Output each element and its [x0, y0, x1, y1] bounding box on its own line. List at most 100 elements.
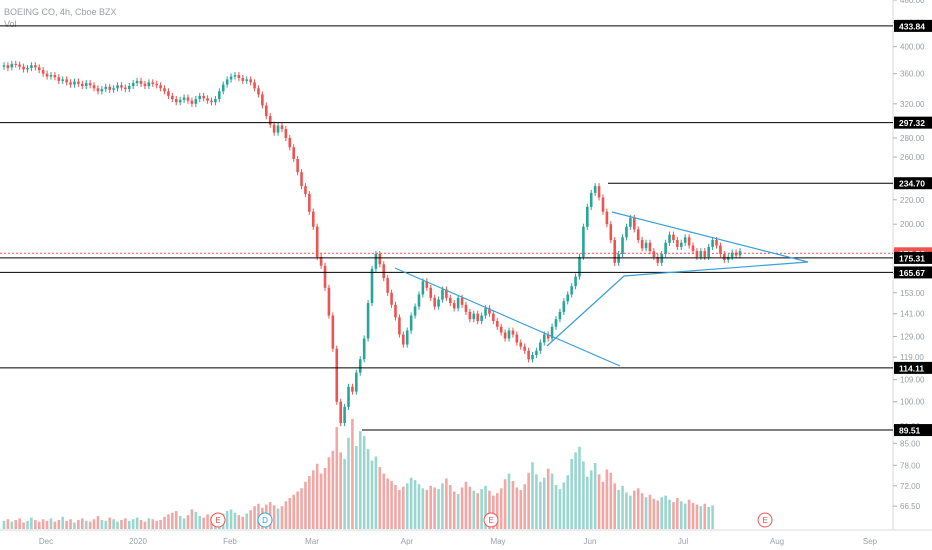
volume-bar — [386, 478, 389, 529]
volume-bar — [319, 473, 323, 529]
candle-body — [441, 289, 444, 300]
candle-body — [734, 252, 738, 256]
candle-body — [593, 186, 597, 193]
earnings-marker[interactable] — [210, 512, 226, 528]
volume-bar — [703, 503, 707, 529]
candle-body — [206, 98, 209, 101]
volume-bar — [648, 494, 652, 529]
volume-bar — [96, 515, 100, 529]
volume-bar — [2, 520, 6, 529]
volume-bar — [311, 470, 315, 529]
candle-body — [370, 268, 374, 304]
volume-bar — [104, 520, 108, 529]
candle-body — [104, 86, 108, 90]
volume-bar — [527, 472, 530, 529]
price-tick-label: 78.00 — [900, 461, 921, 470]
price-tick-label: 109.00 — [900, 376, 925, 385]
volume-bar — [171, 512, 174, 529]
candle-body — [668, 234, 671, 243]
price-level-tag — [894, 424, 932, 437]
volume-bar — [558, 489, 562, 529]
volume-bar — [433, 487, 436, 529]
candle-body — [452, 303, 456, 309]
candle-body — [304, 186, 307, 195]
price-tick-label: 141.00 — [900, 310, 925, 319]
candle-body — [605, 211, 609, 225]
volume-bar — [92, 519, 96, 529]
dividend-marker[interactable] — [257, 512, 273, 528]
volume-bar — [539, 481, 542, 529]
volume-bar — [77, 520, 80, 529]
candle-body — [429, 287, 433, 298]
candle-body — [715, 240, 718, 246]
candle-body — [687, 237, 691, 246]
volume-bar — [550, 473, 554, 529]
candle-body — [679, 242, 683, 247]
time-tick-label: Jul — [678, 537, 688, 546]
volume-bar — [405, 483, 409, 529]
event-marker-letter: E — [762, 516, 767, 525]
trendline[interactable] — [623, 261, 809, 277]
candle-body — [88, 83, 92, 86]
volume-bar — [159, 520, 162, 529]
price-tick-label: 153.00 — [900, 289, 925, 298]
volume-bar — [143, 521, 147, 529]
trendline[interactable] — [611, 211, 809, 263]
candle-body — [108, 86, 112, 90]
volume-bar — [676, 498, 679, 529]
volume-bar — [409, 477, 413, 529]
candle-body — [703, 251, 707, 257]
volume-bar — [621, 485, 624, 529]
volume-bar — [523, 484, 526, 529]
candle-body — [550, 326, 554, 339]
candle-body — [339, 401, 342, 424]
volume-bar — [707, 507, 710, 529]
candle-body — [531, 354, 534, 360]
candle-body — [417, 294, 421, 307]
volume-bar — [323, 467, 327, 529]
trendline[interactable] — [394, 267, 621, 367]
earnings-marker[interactable] — [483, 512, 499, 528]
time-tick-label: Mar — [305, 537, 319, 546]
candle-body — [382, 264, 386, 279]
price-tick-label: 320.00 — [900, 100, 925, 109]
volume-bar — [652, 498, 656, 529]
volume-bar — [472, 490, 476, 529]
candle-body — [218, 91, 221, 100]
volume-bar — [339, 452, 342, 529]
time-tick-label: Dec — [39, 537, 53, 546]
price-level-label: 165.67 — [899, 268, 925, 278]
candle-body — [503, 332, 507, 339]
candle-body — [139, 80, 143, 84]
time-tick-label: Apr — [401, 537, 414, 546]
volume-bar — [296, 491, 299, 529]
volume-bar — [499, 488, 503, 529]
trendline[interactable] — [546, 275, 625, 347]
volume-bar — [190, 509, 194, 529]
volume-bar — [687, 499, 691, 529]
candle-body — [519, 342, 523, 347]
candle-body — [73, 81, 76, 85]
candle-body — [186, 97, 190, 101]
candle-body — [386, 278, 389, 293]
candle-body — [652, 251, 656, 257]
candle-body — [14, 63, 18, 65]
volume-bar — [151, 519, 155, 529]
earnings-marker[interactable] — [757, 512, 773, 528]
volume-bar — [30, 517, 33, 529]
candle-body — [464, 304, 468, 312]
candle-body — [53, 75, 57, 78]
candle-body — [448, 297, 452, 304]
volume-bar — [108, 517, 112, 529]
volume-bar — [335, 427, 339, 529]
price-level-tag — [894, 251, 932, 264]
price-tick-label: 480.00 — [900, 0, 925, 5]
candle-body — [554, 319, 558, 327]
volume-bar — [417, 484, 421, 529]
candle-body — [155, 83, 158, 86]
candle-body — [398, 317, 401, 335]
candle-body — [198, 95, 202, 100]
candle-body — [30, 65, 33, 69]
